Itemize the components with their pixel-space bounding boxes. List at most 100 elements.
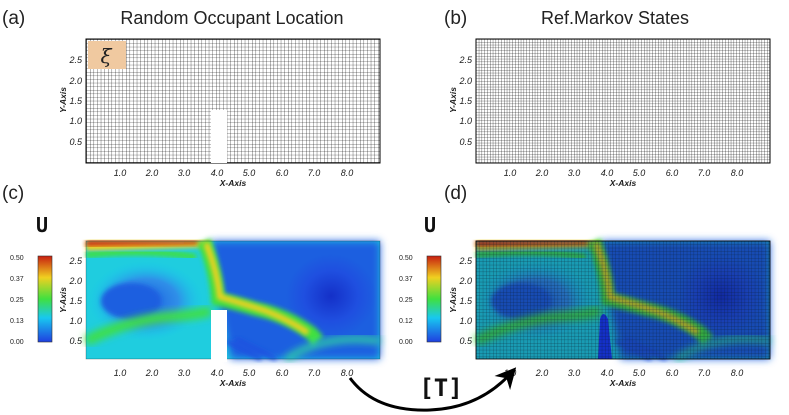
panel-d: (d) U 0.50 0.37 0.25 0.12 0.00 2.5 2.0 1…	[399, 183, 770, 388]
colorbar-tick: 0.50	[399, 255, 413, 262]
xtick-label: 4.0	[601, 368, 614, 378]
panel-c-label: (c)	[2, 183, 24, 204]
x-axis-label: X-Axis	[609, 378, 637, 388]
xtick-label: 5.0	[633, 168, 646, 178]
ytick-label: 1.5	[69, 296, 83, 306]
colorbar-tick: 0.37	[10, 276, 24, 283]
xtick-label: 1.0	[114, 368, 127, 378]
xtick-label: 3.0	[178, 368, 191, 378]
y-axis-label: Y-Axis	[448, 287, 458, 313]
occupant-obstacle	[211, 310, 227, 362]
xtick-label: 1.0	[504, 168, 517, 178]
xtick-label: 2.0	[535, 168, 549, 178]
ytick-label: 1.5	[459, 296, 473, 306]
panel-a: (a) Random Occupant Location ξ 2.5 2.0 1…	[2, 8, 381, 188]
xtick-label: 3.0	[178, 168, 191, 178]
panel-a-xticks: 1.0 2.0 3.0 4.0 5.0 6.0 7.0 8.0	[114, 168, 354, 178]
panel-b-label: (b)	[444, 8, 467, 29]
ytick-label: 1.5	[459, 96, 473, 106]
xtick-label: 3.0	[568, 168, 581, 178]
colorbar	[37, 255, 53, 343]
xi-badge	[88, 41, 126, 69]
xtick-label: 7.0	[698, 368, 711, 378]
panel-b-title: Ref.Markov States	[541, 8, 689, 28]
colorbar-ticks: 0.50 0.37 0.25 0.12 0.00	[399, 255, 413, 346]
ytick-label: 1.0	[69, 116, 82, 126]
panel-a-title: Random Occupant Location	[120, 8, 343, 28]
colorbar-tick: 0.50	[10, 255, 24, 262]
curved-arrow-icon	[348, 367, 517, 412]
colorbar-ticks: 0.50 0.37 0.25 0.13 0.00	[10, 255, 24, 346]
y-axis-label: Y-Axis	[58, 87, 68, 113]
xtick-label: 6.0	[666, 168, 679, 178]
xtick-label: 4.0	[211, 168, 224, 178]
ytick-label: 0.5	[69, 336, 83, 346]
ytick-label: 1.5	[69, 96, 83, 106]
panel-b: (b) Ref.Markov States 2.5 2.0 1.5 1.0 0.…	[444, 8, 771, 188]
colorbar-tick: 0.25	[10, 297, 24, 304]
xtick-label: 6.0	[276, 168, 289, 178]
panel-d-xticks: 1.0 2.0 3.0 4.0 5.0 6.0 7.0 8.0	[504, 368, 744, 378]
panel-c-xticks: 1.0 2.0 3.0 4.0 5.0 6.0 7.0 8.0	[114, 368, 354, 378]
ytick-label: 1.0	[459, 316, 472, 326]
field-label-u: U	[36, 213, 48, 237]
xtick-label: 8.0	[341, 368, 354, 378]
colorbar-tick: 0.13	[10, 318, 24, 325]
panel-b-xticks: 1.0 2.0 3.0 4.0 5.0 6.0 7.0 8.0	[504, 168, 744, 178]
xtick-label: 5.0	[243, 168, 256, 178]
colorbar-tick: 0.00	[10, 339, 24, 346]
panel-a-mesh	[85, 38, 381, 164]
colorbar	[426, 255, 442, 343]
xtick-label: 6.0	[276, 368, 289, 378]
xtick-label: 5.0	[243, 368, 256, 378]
x-axis-label: X-Axis	[609, 178, 637, 188]
panel-a-label: (a)	[2, 8, 25, 29]
ytick-label: 1.0	[459, 116, 472, 126]
panel-c-yticks: 2.5 2.0 1.5 1.0 0.5	[68, 256, 83, 346]
panel-d-yticks: 2.5 2.0 1.5 1.0 0.5	[458, 256, 473, 346]
xtick-label: 7.0	[308, 168, 321, 178]
ytick-label: 2.5	[458, 256, 473, 266]
ytick-label: 2.5	[68, 256, 83, 266]
xtick-label: 8.0	[731, 168, 744, 178]
ytick-label: 1.0	[69, 316, 82, 326]
ytick-label: 2.0	[68, 276, 82, 286]
y-axis-label: Y-Axis	[58, 287, 68, 313]
colorbar-tick: 0.37	[399, 276, 413, 283]
x-axis-label: X-Axis	[219, 378, 247, 388]
xtick-label: 2.0	[535, 368, 549, 378]
xtick-label: 2.0	[145, 368, 159, 378]
panel-b-mesh	[475, 38, 771, 164]
panel-b-yticks: 2.5 2.0 1.5 1.0 0.5	[458, 55, 473, 147]
xtick-label: 7.0	[698, 168, 711, 178]
ytick-label: 2.0	[68, 76, 82, 86]
transform-arrow: [T]	[348, 367, 517, 412]
ytick-label: 2.5	[68, 55, 83, 65]
field-label-u: U	[424, 213, 436, 237]
ytick-label: 2.5	[458, 55, 473, 65]
colorbar-tick: 0.25	[399, 297, 413, 304]
xtick-label: 3.0	[568, 368, 581, 378]
colorbar-tick: 0.12	[399, 318, 413, 325]
ytick-label: 2.0	[458, 276, 472, 286]
panel-d-label: (d)	[444, 183, 467, 204]
velocity-contour-mesh	[476, 241, 770, 359]
ytick-label: 0.5	[459, 336, 473, 346]
velocity-contour	[86, 241, 380, 359]
xtick-label: 2.0	[145, 168, 159, 178]
xtick-label: 6.0	[666, 368, 679, 378]
arrow-label: [T]	[419, 374, 462, 402]
panel-a-yticks: 2.5 2.0 1.5 1.0 0.5	[68, 55, 83, 147]
ytick-label: 0.5	[69, 137, 83, 147]
xtick-label: 8.0	[731, 368, 744, 378]
ytick-label: 2.0	[458, 76, 472, 86]
xi-symbol: ξ	[100, 44, 112, 68]
x-axis-label: X-Axis	[219, 178, 247, 188]
ytick-label: 0.5	[459, 137, 473, 147]
colorbar-tick: 0.00	[399, 339, 413, 346]
xtick-label: 7.0	[308, 368, 321, 378]
xtick-label: 4.0	[601, 168, 614, 178]
xtick-label: 8.0	[341, 168, 354, 178]
panel-c: (c) U 0.50 0.37 0.25 0.13 0.00 2.5 2.0 1…	[2, 183, 380, 388]
